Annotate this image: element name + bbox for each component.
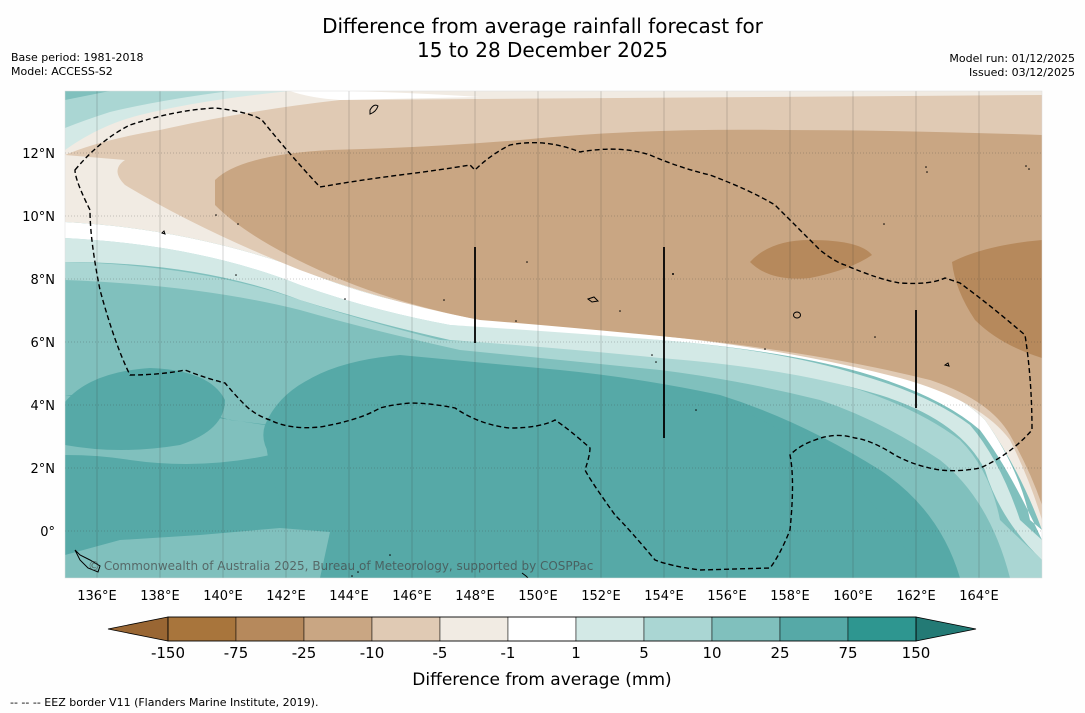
lon-label-152e: 152°E <box>581 589 621 604</box>
band-corner-dark <box>65 91 110 100</box>
colorbar-swatch-5 <box>507 616 577 642</box>
latitude-axis: 12°N 10°N 8°N 6°N 4°N 2°N 0° <box>22 147 55 540</box>
lat-label-2n: 2°N <box>31 462 56 477</box>
colorbar-tick-labels: -150 -75 -25 -10 -5 -1 1 5 10 25 75 150 <box>151 644 930 662</box>
colorbar-swatch-3 <box>371 616 441 642</box>
lon-label-164e: 164°E <box>959 589 999 604</box>
band-western-blob <box>65 368 225 450</box>
rainfall-anomaly-map: © Commonwealth of Australia 2025, Bureau… <box>65 91 1042 578</box>
band-corner-mid <box>65 91 230 128</box>
colorbar-swatch-8 <box>711 616 781 642</box>
lon-label-150e: 150°E <box>518 589 558 604</box>
colorbar: -150 -75 -25 -10 -5 -1 1 5 10 25 75 150 … <box>107 616 977 690</box>
base-period: Base period: 1981-2018 <box>11 51 144 64</box>
island-g <box>521 572 529 578</box>
model-name: Model: ACCESS-S2 <box>11 65 113 78</box>
island-b <box>586 296 600 303</box>
lon-label-154e: 154°E <box>644 589 684 604</box>
cb-label-minus1: -1 <box>501 644 516 662</box>
eez-legend-note: -- -- -- EEZ border V11 (Flanders Marine… <box>10 696 319 709</box>
lon-label-140e: 140°E <box>203 589 243 604</box>
longitude-axis: 136°E 138°E 140°E 142°E 144°E 146°E 148°… <box>77 589 999 604</box>
lon-label-156e: 156°E <box>707 589 747 604</box>
colorbar-frame <box>167 616 917 642</box>
lon-label-158e: 158°E <box>770 589 810 604</box>
lat-label-12n: 12°N <box>22 147 55 162</box>
lon-label-142e: 142°E <box>266 589 306 604</box>
lat-label-4n: 4°N <box>31 399 56 414</box>
cb-label-10: 10 <box>702 644 721 662</box>
band-minus25-75-east <box>952 240 1042 358</box>
cb-label-minus5: -5 <box>433 644 448 662</box>
map-frame <box>64 90 1043 579</box>
title-line-2: 15 to 28 December 2025 <box>416 38 668 62</box>
band-lower-left <box>65 528 330 578</box>
model-info: Base period: 1981-2018 Model: ACCESS-S2 <box>11 51 143 79</box>
island-e <box>74 549 101 573</box>
eez-solid-lines <box>474 247 917 438</box>
lon-label-160e: 160°E <box>833 589 873 604</box>
title-line-1: Difference from average rainfall forecas… <box>322 14 763 38</box>
lon-label-138e: 138°E <box>140 589 180 604</box>
lat-label-6n: 6°N <box>31 336 56 351</box>
lat-label-8n: 8°N <box>31 273 56 288</box>
colorbar-title: Difference from average (mm) <box>412 670 671 690</box>
cb-label-75: 75 <box>838 644 857 662</box>
cb-label-minus75: -75 <box>224 644 249 662</box>
lat-label-10n: 10°N <box>22 210 55 225</box>
island-dots <box>215 165 1030 577</box>
cb-label-25: 25 <box>770 644 789 662</box>
colorbar-swatch-2 <box>303 616 373 642</box>
island-d <box>943 362 950 367</box>
island-c <box>793 311 801 319</box>
colorbar-swatch-4 <box>439 616 509 642</box>
colorbar-swatch-9 <box>779 616 849 642</box>
cb-label-5: 5 <box>639 644 649 662</box>
run-info: Model run: 01/12/2025 Issued: 03/12/2025 <box>949 52 1075 80</box>
issued-date: Issued: 03/12/2025 <box>968 66 1075 79</box>
cb-label-minus10: -10 <box>360 644 385 662</box>
band-top-neutral <box>290 91 480 100</box>
colorbar-extend-low <box>107 616 169 642</box>
colorbar-extend-high <box>915 616 977 642</box>
cb-label-minus150: -150 <box>151 644 185 662</box>
colorbar-swatches <box>167 616 917 642</box>
colorbar-swatch-10 <box>847 616 917 642</box>
islands <box>74 104 950 578</box>
cb-label-minus25: -25 <box>292 644 317 662</box>
band-minus25-75-central <box>750 240 872 279</box>
band-25-75-core <box>265 358 920 578</box>
eez-borders <box>74 107 1033 571</box>
lon-label-162e: 162°E <box>896 589 936 604</box>
band-minus10-25 <box>215 129 1042 505</box>
cb-label-150: 150 <box>902 644 931 662</box>
copyright-notice: © Commonwealth of Australia 2025, Bureau… <box>88 559 593 573</box>
colorbar-swatch-7 <box>643 616 713 642</box>
lat-label-0: 0° <box>40 525 55 540</box>
eez-border-main <box>74 107 1033 571</box>
model-run-date: Model run: 01/12/2025 <box>949 52 1075 65</box>
island-a <box>369 104 379 115</box>
cb-label-1: 1 <box>571 644 581 662</box>
lon-label-148e: 148°E <box>455 589 495 604</box>
island-f <box>161 230 166 235</box>
lon-label-146e: 146°E <box>392 589 432 604</box>
lon-label-136e: 136°E <box>77 589 117 604</box>
colorbar-swatch-0 <box>167 616 237 642</box>
chart-title: Difference from average rainfall forecas… <box>0 14 1085 62</box>
lon-label-144e: 144°E <box>329 589 369 604</box>
colorbar-swatch-6 <box>575 616 645 642</box>
latitude-gridlines <box>65 152 1042 532</box>
colorbar-swatch-1 <box>235 616 305 642</box>
